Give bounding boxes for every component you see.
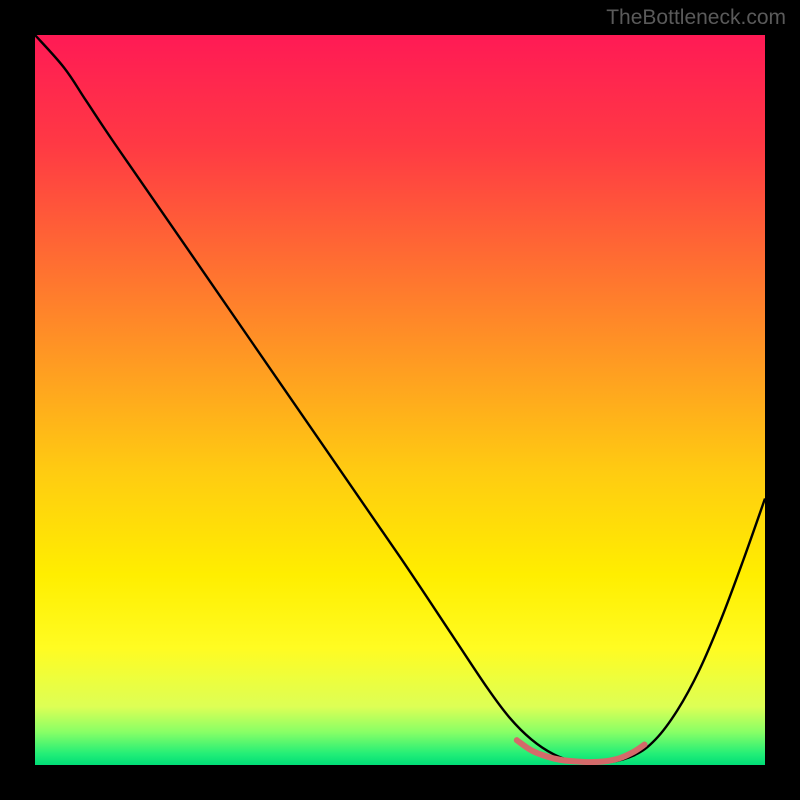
watermark-label: TheBottleneck.com bbox=[606, 6, 786, 30]
chart-plot-area bbox=[35, 35, 765, 765]
chart-background bbox=[35, 35, 765, 765]
bottleneck-curve-chart bbox=[35, 35, 765, 765]
